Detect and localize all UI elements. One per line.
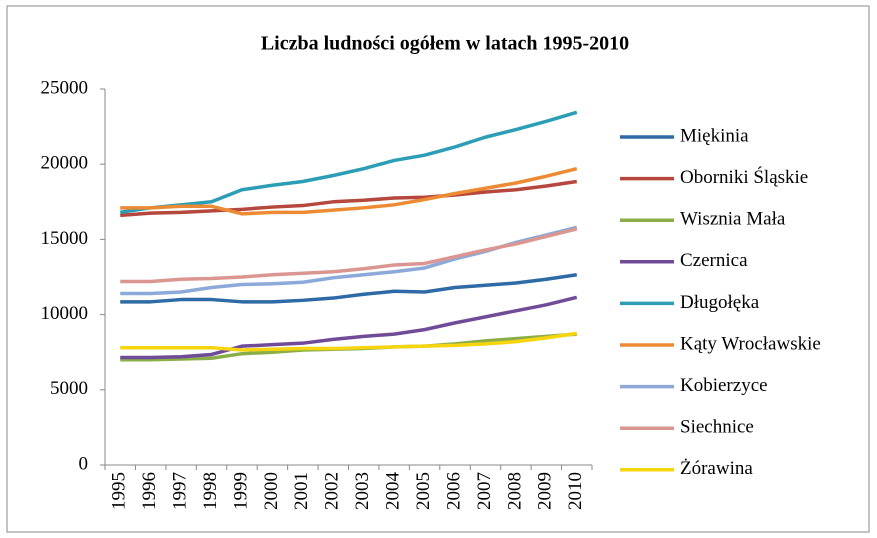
x-tick-label: 1999 — [230, 472, 251, 510]
y-tick-label: 20000 — [41, 153, 89, 174]
x-tick-label: 2005 — [413, 472, 434, 510]
x-tick-label: 2003 — [352, 472, 373, 510]
x-tick-label: 1995 — [109, 472, 130, 510]
y-tick-label: 15000 — [41, 228, 89, 249]
x-tick-label: 2004 — [383, 472, 404, 511]
y-tick-label: 5000 — [50, 378, 88, 399]
legend-label: Siechnice — [680, 417, 754, 438]
legend-label: Długołęka — [680, 292, 760, 313]
x-tick-label: 2006 — [443, 472, 464, 510]
legend-label: Kąty Wrocławskie — [680, 333, 821, 354]
legend-label: Czernica — [680, 250, 748, 271]
y-tick-label: 10000 — [41, 303, 89, 324]
x-tick-label: 2000 — [261, 472, 282, 510]
x-tick-label: 2010 — [565, 472, 586, 510]
x-tick-label: 2001 — [291, 472, 312, 510]
x-tick-label: 2007 — [474, 472, 495, 510]
series-line — [119, 110, 578, 215]
x-tick-label: 1998 — [200, 472, 221, 510]
series-line — [120, 295, 578, 360]
x-tick-label: 2009 — [535, 472, 556, 510]
x-tick-label: 2002 — [322, 472, 343, 510]
y-tick-label: 25000 — [41, 77, 89, 98]
legend-label: Kobierzyce — [680, 375, 768, 396]
series-line — [120, 167, 578, 216]
series-line — [120, 273, 578, 304]
x-tick-label: 1997 — [169, 472, 190, 510]
x-tick-label: 1996 — [139, 472, 160, 510]
legend-label: Oborniki Śląskie — [680, 166, 808, 188]
chart-title: Liczba ludności ogółem w latach 1995-201… — [261, 33, 629, 55]
y-tick-label: 0 — [79, 453, 89, 474]
legend-label: Miękinia — [680, 125, 749, 146]
series-line — [120, 227, 578, 284]
chart-frame — [6, 5, 870, 533]
legend-label: Żórawina — [680, 458, 753, 479]
series-line — [120, 331, 578, 352]
x-tick-label: 2008 — [504, 472, 525, 510]
series-line — [120, 179, 578, 218]
legend-label: Wisznia Mała — [680, 209, 786, 230]
